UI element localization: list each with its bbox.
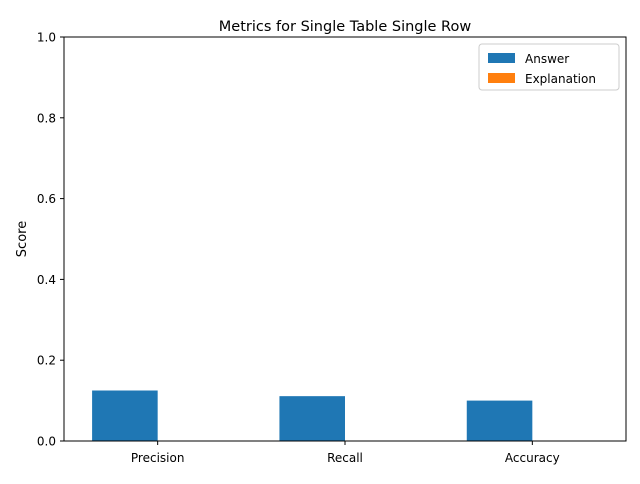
y-tick-label: 0.4 bbox=[37, 273, 56, 287]
axes-frame bbox=[63, 36, 627, 442]
x-tick-label: Recall bbox=[327, 451, 363, 465]
x-tick-label: Accuracy bbox=[505, 451, 560, 465]
chart-title: Metrics for Single Table Single Row bbox=[219, 19, 472, 35]
legend-swatch-explanation bbox=[488, 73, 515, 83]
plot-area: Precision Recall Accuracy 0.0 0.2 0.4 0.6 0.8 1.… bbox=[37, 31, 627, 465]
bar-answer-accuracy bbox=[466, 400, 533, 441]
y-tick-label: 1.0 bbox=[37, 31, 56, 45]
y-tick-label: 0.6 bbox=[37, 192, 56, 206]
legend: Answer Explanation bbox=[478, 43, 620, 91]
y-tick-label: 0.8 bbox=[37, 111, 56, 125]
bar-answer-recall bbox=[279, 396, 345, 441]
bar-answer-precision bbox=[92, 390, 158, 441]
y-axis-label: Score bbox=[15, 221, 30, 257]
legend-label-answer: Answer bbox=[525, 52, 569, 66]
y-tick-label: 0.0 bbox=[37, 435, 56, 449]
legend-swatch-answer bbox=[488, 53, 515, 63]
x-tick-label: Precision bbox=[131, 451, 185, 465]
legend-label-explanation: Explanation bbox=[525, 72, 596, 86]
y-tick-label: 0.2 bbox=[37, 354, 56, 368]
